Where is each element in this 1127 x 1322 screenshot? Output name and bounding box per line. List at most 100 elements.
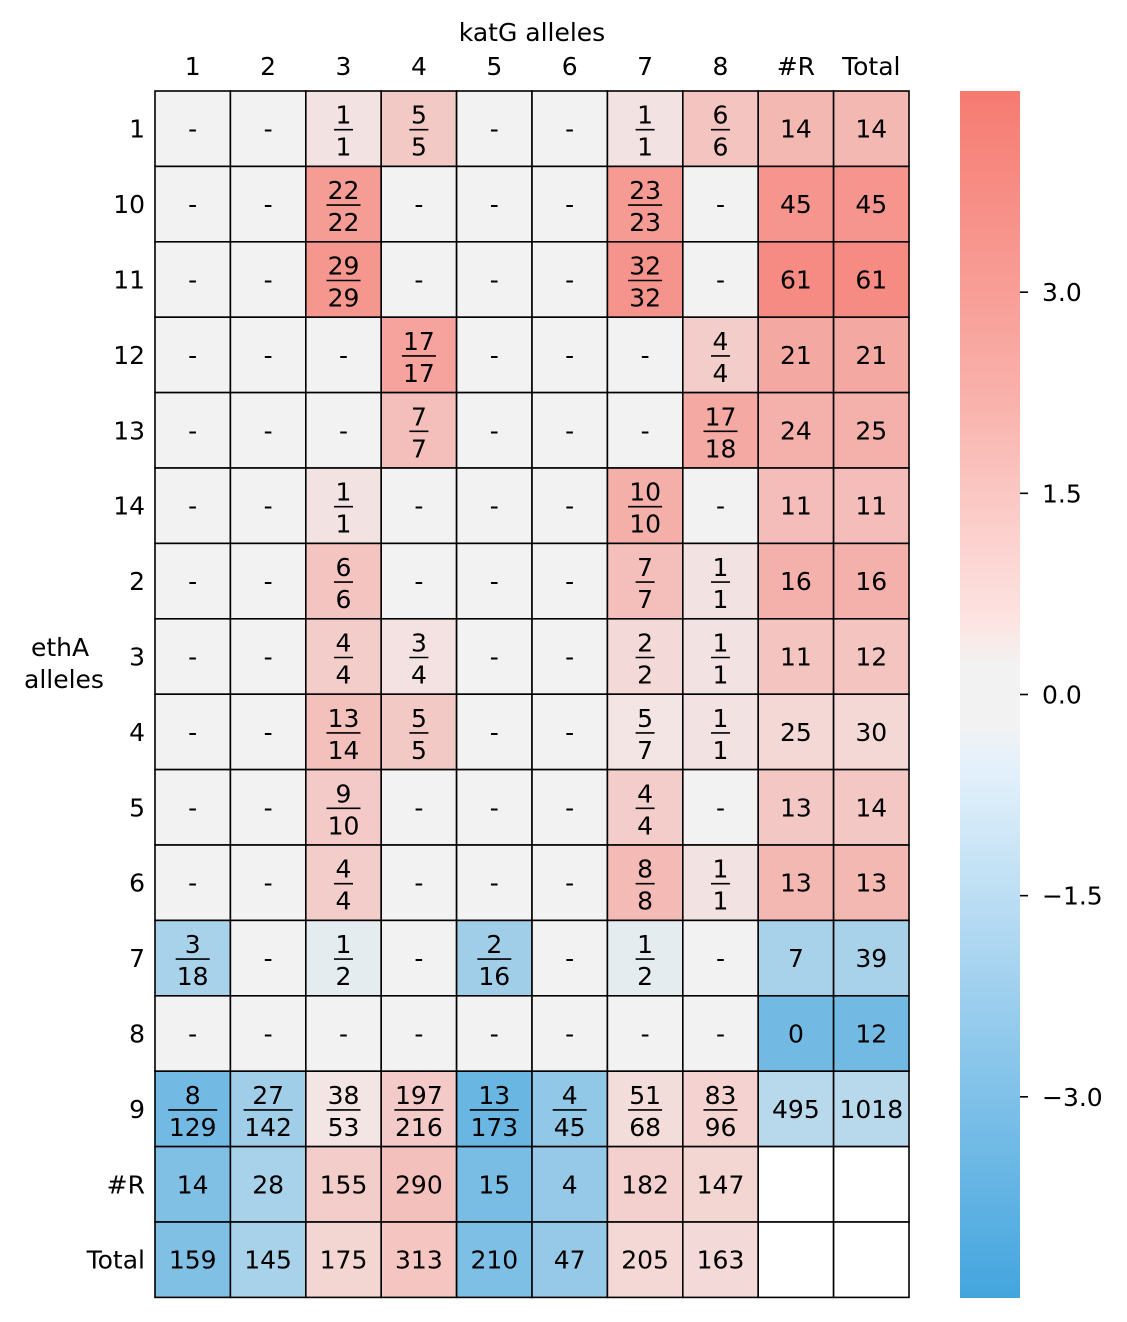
cell-value: 16 [855,567,887,596]
cell-numerator: 7 [411,402,427,431]
heatmap-cell: 30 [832,693,910,771]
heatmap-cell: - [606,391,684,469]
cell-background [606,768,684,846]
cell-value: - [414,869,423,898]
cell-denominator: 4 [336,887,352,916]
cell-background [304,316,382,394]
column-label: 4 [411,52,427,81]
colorbar [960,91,1020,1298]
cell-value: - [716,793,725,822]
cell-value: - [188,115,197,144]
cell-background [757,693,835,771]
row-label: Total [86,1246,145,1275]
cell-numerator: 32 [629,252,661,281]
cell-background [229,316,307,394]
cell-value: 45 [855,190,887,219]
cell-value: 205 [621,1246,669,1275]
heatmap-cell: 14 [154,1145,232,1223]
cell-background [832,90,910,168]
heatmap-cell: 290 [380,1145,458,1223]
heatmap-cell: - [531,542,609,620]
cell-denominator: 23 [629,208,661,237]
cell-background [304,693,382,771]
cell-numerator: 23 [629,176,661,205]
heatmap-cell: - [154,90,232,168]
cell-numerator: 4 [336,855,352,884]
cell-value: - [188,266,197,295]
cell-denominator: 1 [713,585,729,614]
heatmap-cell: - [154,844,232,922]
cell-background [531,316,609,394]
cell-background [304,768,382,846]
cell-numerator: 4 [336,629,352,658]
cell-background [832,844,910,922]
cell-value: 14 [855,115,887,144]
cell-background [832,919,910,997]
cell-background [606,1221,684,1299]
cell-background [757,316,835,394]
heatmap-cell: - [455,165,533,243]
heatmap-cell: - [455,316,533,394]
cell-background [229,391,307,469]
heatmap-cell: - [154,467,232,545]
cell-background [757,467,835,545]
cell-denominator: 173 [470,1113,518,1142]
cell-value: 313 [395,1246,443,1275]
heatmap-cell: - [681,919,759,997]
heatmap-cell: - [380,844,458,922]
cell-numerator: 1 [713,629,729,658]
cell-value: - [188,1020,197,1049]
cell-background [832,1145,910,1223]
heatmap-cell: - [380,165,458,243]
colorbar-tick-label: 1.5 [1042,479,1082,508]
row-label: 10 [113,190,145,219]
cell-background [455,919,533,997]
colorbar-tick-label: −1.5 [1042,882,1103,911]
cell-background [681,90,759,168]
row-label: 8 [129,1020,145,1049]
cell-value: - [264,1020,273,1049]
heatmap-cell: 25 [757,693,835,771]
cell-value: - [490,416,499,445]
cell-value: - [188,643,197,672]
cell-value: - [716,1020,725,1049]
cell-value: - [490,115,499,144]
cell-denominator: 5 [411,133,427,162]
heatmap-cell: 7 [757,919,835,997]
heatmap-cell: 313 [380,1221,458,1299]
cell-value: 163 [697,1246,745,1275]
heatmap-cell: 11 [681,693,759,771]
cell-value: 14 [855,793,887,822]
cell-value: - [264,643,273,672]
cell-numerator: 8 [185,1081,201,1110]
cell-background [832,1221,910,1299]
heatmap-cell: 66 [681,90,759,168]
cell-denominator: 6 [336,585,352,614]
cell-value: - [565,115,574,144]
cell-value: - [490,793,499,822]
cell-value: - [264,115,273,144]
heatmap-cell: 24 [757,391,835,469]
cell-background [531,165,609,243]
heatmap-cell: 22 [606,617,684,695]
heatmap-cell: - [229,316,307,394]
cell-denominator: 6 [713,133,729,162]
cell-numerator: 4 [637,779,653,808]
heatmap-cell: - [455,391,533,469]
cell-numerator: 13 [328,704,360,733]
cell-background [757,1070,835,1148]
cell-background [681,165,759,243]
cell-value: 11 [780,643,812,672]
heatmap-cell: - [229,467,307,545]
column-label: 7 [637,52,653,81]
cell-value: - [264,793,273,822]
cell-background [832,316,910,394]
cell-denominator: 1 [336,510,352,539]
heatmap-cell: 182 [606,1145,684,1223]
cell-background [832,542,910,620]
heatmap-cell: - [380,768,458,846]
cell-background [154,467,232,545]
row-label: 12 [113,341,145,370]
